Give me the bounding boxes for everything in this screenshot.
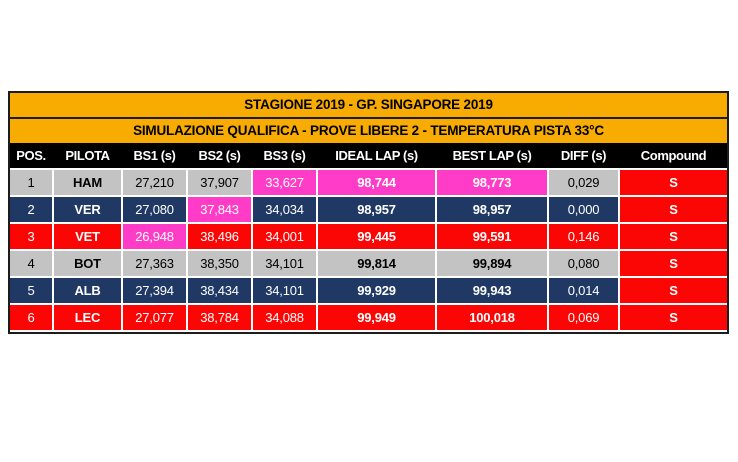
cell-bs1: 27,080: [123, 197, 186, 222]
cell-bs3: 34,101: [253, 278, 316, 303]
column-header-ideal: IDEAL LAP (s): [335, 148, 418, 163]
column-header-pos: POS.: [16, 148, 46, 163]
table-row-ham: 1 HAM 27,210 37,907 33,627 98,744 98,773 0,029 S: [10, 170, 727, 195]
cell-best: 100,018: [437, 305, 547, 330]
cell-bs1: 27,394: [123, 278, 186, 303]
cell-compound: S: [620, 224, 727, 249]
cell-diff: 0,014: [549, 278, 618, 303]
cell-bs2: 37,843: [188, 197, 251, 222]
cell-bs2: 38,434: [188, 278, 251, 303]
cell-diff: 0,029: [549, 170, 618, 195]
qualifying-simulation-table: STAGIONE 2019 - GP. SINGAPORE 2019 SIMUL…: [8, 91, 729, 334]
cell-ideal: 99,929: [318, 278, 435, 303]
column-header-compound: Compound: [640, 148, 707, 163]
cell-pos: 6: [10, 305, 52, 330]
cell-driver: ALB: [54, 278, 121, 303]
cell-bs3: 33,627: [253, 170, 316, 195]
column-header-row: POS. PILOTA BS1 (s) BS2 (s) BS3 (s) IDEAL LAP…: [10, 143, 727, 168]
cell-best: 99,894: [437, 251, 547, 276]
cell-compound: S: [620, 251, 727, 276]
table-row-ver: 2 VER 27,080 37,843 34,034 98,957 98,957 0,000 S: [10, 197, 727, 222]
table-row-bot: 4 BOT 27,363 38,350 34,101 99,814 99,894 0,080 S: [10, 251, 727, 276]
cell-driver: LEC: [54, 305, 121, 330]
cell-best: 98,957: [437, 197, 547, 222]
cell-best: 99,591: [437, 224, 547, 249]
cell-compound: S: [620, 170, 727, 195]
cell-ideal: 99,949: [318, 305, 435, 330]
cell-bs1: 27,363: [123, 251, 186, 276]
cell-diff: 0,069: [549, 305, 618, 330]
cell-bs1: 26,948: [123, 224, 186, 249]
table-row-vet: 3 VET 26,948 38,496 34,001 99,445 99,591 0,146 S: [10, 224, 727, 249]
column-header-best: BEST LAP (s): [452, 148, 532, 163]
cell-pos: 4: [10, 251, 52, 276]
cell-best: 98,773: [437, 170, 547, 195]
cell-bs3: 34,101: [253, 251, 316, 276]
cell-bs3: 34,088: [253, 305, 316, 330]
column-header-driver: PILOTA: [65, 148, 110, 163]
column-header-bs2: BS2 (s): [198, 148, 241, 163]
cell-ideal: 99,814: [318, 251, 435, 276]
cell-ideal: 99,445: [318, 224, 435, 249]
cell-bs3: 34,001: [253, 224, 316, 249]
table-body: 1 HAM 27,210 37,907 33,627 98,744 98,773 0,029 S…: [10, 168, 727, 332]
cell-driver: VET: [54, 224, 121, 249]
column-header-diff: DIFF (s): [560, 148, 607, 163]
column-header-bs3: BS3 (s): [263, 148, 306, 163]
cell-compound: S: [620, 278, 727, 303]
table-row-alb: 5 ALB 27,394 38,434 34,101 99,929 99,943 0,014 S: [10, 278, 727, 303]
cell-bs1: 27,077: [123, 305, 186, 330]
cell-diff: 0,080: [549, 251, 618, 276]
cell-bs2: 38,350: [188, 251, 251, 276]
cell-compound: S: [620, 305, 727, 330]
cell-diff: 0,000: [549, 197, 618, 222]
cell-pos: 1: [10, 170, 52, 195]
cell-diff: 0,146: [549, 224, 618, 249]
table-subtitle: SIMULAZIONE QUALIFICA - PROVE LIBERE 2 -…: [10, 119, 727, 143]
cell-compound: S: [620, 197, 727, 222]
column-header-bs1: BS1 (s): [133, 148, 176, 163]
table-title: STAGIONE 2019 - GP. SINGAPORE 2019: [10, 93, 727, 119]
cell-bs2: 38,784: [188, 305, 251, 330]
cell-driver: BOT: [54, 251, 121, 276]
cell-pos: 5: [10, 278, 52, 303]
cell-bs2: 38,496: [188, 224, 251, 249]
cell-ideal: 98,744: [318, 170, 435, 195]
cell-bs2: 37,907: [188, 170, 251, 195]
cell-best: 99,943: [437, 278, 547, 303]
cell-driver: VER: [54, 197, 121, 222]
cell-pos: 3: [10, 224, 52, 249]
cell-ideal: 98,957: [318, 197, 435, 222]
cell-bs3: 34,034: [253, 197, 316, 222]
cell-pos: 2: [10, 197, 52, 222]
cell-driver: HAM: [54, 170, 121, 195]
table-row-lec: 6 LEC 27,077 38,784 34,088 99,949 100,018 0,069…: [10, 305, 727, 330]
cell-bs1: 27,210: [123, 170, 186, 195]
